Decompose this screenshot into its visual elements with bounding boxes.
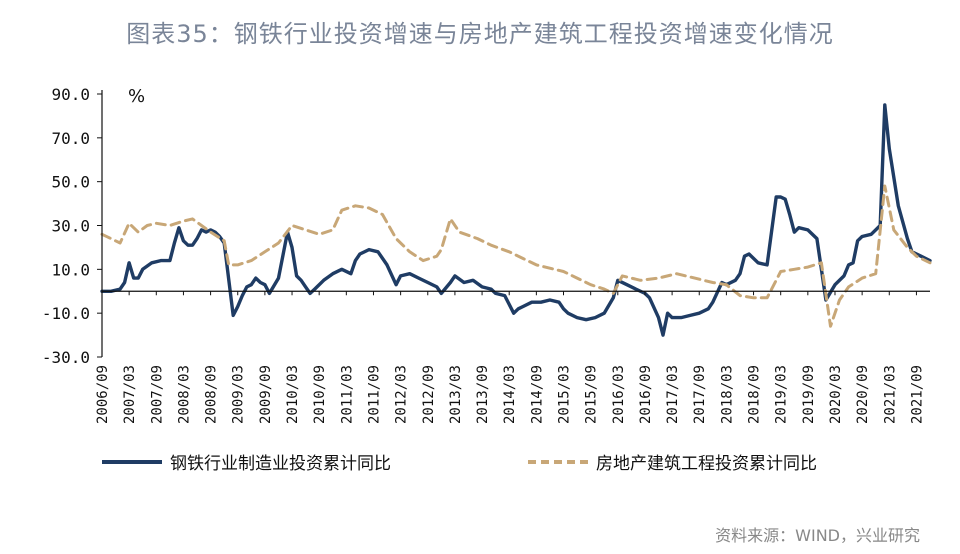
- x-tick-label: 2012/09: [421, 365, 437, 424]
- x-tick-label: 2017/03: [665, 365, 681, 424]
- x-tick-label: 2020/03: [828, 365, 844, 424]
- x-tick-label: 2014/09: [529, 365, 545, 424]
- legend-item-steel: 钢铁行业制造业投资累计同比: [102, 449, 391, 474]
- y-tick-label: 30.0: [51, 217, 90, 236]
- x-tick-label: 2007/09: [149, 365, 165, 424]
- legend-swatch-steel: [102, 459, 162, 464]
- x-tick-label: 2010/09: [312, 365, 328, 424]
- x-tick-label: 2009/09: [258, 365, 274, 424]
- x-tick-label: 2011/09: [367, 365, 383, 424]
- x-tick-label: 2020/09: [855, 365, 871, 424]
- x-tick-label: 2015/09: [584, 365, 600, 424]
- x-tick-label: 2013/03: [448, 365, 464, 424]
- series-layer: [100, 103, 932, 337]
- x-tick-label: 2019/09: [801, 365, 817, 424]
- y-tick-layer: 90.0 70.0 50.0 30.0 10.0 -10.0 -30.0: [42, 85, 102, 367]
- y-tick-label: -10.0: [42, 304, 90, 323]
- series-line-steel: [100, 103, 932, 337]
- x-tick-label: 2016/03: [611, 365, 627, 424]
- chart-title: 图表35：钢铁行业投资增速与房地产建筑工程投资增速变化情况: [126, 20, 834, 48]
- legend-label-steel: 钢铁行业制造业投资累计同比: [170, 454, 391, 474]
- legend-label-property: 房地产建筑工程投资累计同比: [596, 454, 817, 474]
- x-tick-label: 2008/09: [204, 365, 220, 424]
- legend-swatch-property: [528, 459, 588, 464]
- x-tick-label: 2007/03: [122, 365, 138, 424]
- x-tick-label: 2016/09: [638, 365, 654, 424]
- y-axis-unit: %: [128, 86, 146, 107]
- x-tick-label: 2017/09: [692, 365, 708, 424]
- y-tick-label: 70.0: [51, 129, 90, 148]
- y-tick-label: 50.0: [51, 173, 90, 192]
- x-tick-label: 2021/03: [882, 365, 898, 424]
- x-tick-label: 2012/03: [394, 365, 410, 424]
- x-tick-label: 2011/03: [339, 365, 355, 424]
- x-tick-label: 2013/09: [475, 365, 491, 424]
- axis-layer: [101, 90, 930, 357]
- x-tick-label: 2019/03: [774, 365, 790, 424]
- source-note: 资料来源：WIND，兴业研究: [715, 526, 920, 545]
- x-tick-label: 2018/03: [719, 365, 735, 424]
- x-tick-label: 2006/09: [95, 365, 111, 424]
- x-tick-label: 2014/03: [502, 365, 518, 424]
- x-tick-label: 2008/03: [176, 365, 192, 424]
- x-tick-label: 2021/09: [909, 365, 925, 424]
- x-tick-label: 2010/03: [285, 365, 301, 424]
- x-tick-label: 2018/09: [747, 365, 763, 424]
- series-line-property: [100, 184, 932, 328]
- x-tick-label: 2009/03: [231, 365, 247, 424]
- y-tick-label: 90.0: [51, 85, 90, 104]
- y-tick-label: 10.0: [51, 260, 90, 279]
- y-tick-label: -30.0: [42, 348, 90, 367]
- x-tick-layer: 2006/09 2007/03 2007/09 2008/03 2008/09 2009/…: [95, 291, 925, 424]
- x-tick-label: 2015/03: [557, 365, 573, 424]
- legend-item-property: 房地产建筑工程投资累计同比: [528, 449, 817, 474]
